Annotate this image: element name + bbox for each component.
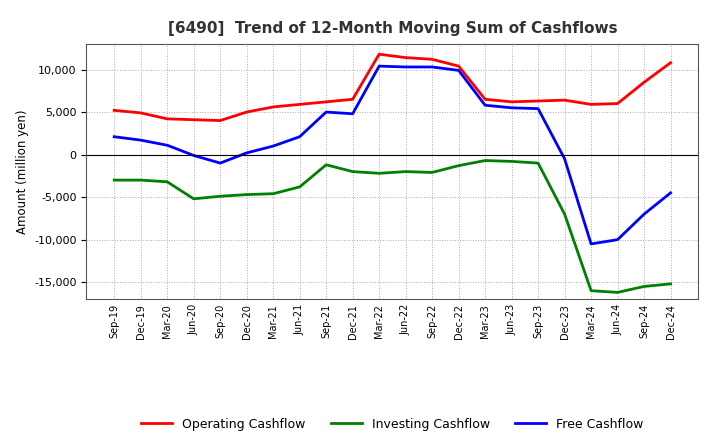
Operating Cashflow — [454, 63, 463, 69]
Investing Cashflow — [508, 159, 516, 164]
Investing Cashflow — [269, 191, 277, 196]
Operating Cashflow — [401, 55, 410, 60]
Operating Cashflow — [666, 60, 675, 66]
Operating Cashflow — [322, 99, 330, 104]
Operating Cashflow — [163, 116, 171, 121]
Free Cashflow — [401, 64, 410, 70]
Line: Free Cashflow: Free Cashflow — [114, 66, 670, 244]
Legend: Operating Cashflow, Investing Cashflow, Free Cashflow: Operating Cashflow, Investing Cashflow, … — [136, 413, 649, 436]
Operating Cashflow — [243, 110, 251, 115]
Operating Cashflow — [348, 97, 357, 102]
Operating Cashflow — [136, 110, 145, 116]
Investing Cashflow — [348, 169, 357, 174]
Operating Cashflow — [216, 118, 225, 123]
Free Cashflow — [481, 103, 490, 108]
Free Cashflow — [322, 110, 330, 115]
Operating Cashflow — [375, 51, 384, 57]
Free Cashflow — [666, 190, 675, 195]
Free Cashflow — [216, 161, 225, 166]
Investing Cashflow — [136, 177, 145, 183]
Line: Investing Cashflow: Investing Cashflow — [114, 161, 670, 293]
Free Cashflow — [136, 137, 145, 143]
Investing Cashflow — [587, 288, 595, 293]
Operating Cashflow — [295, 102, 304, 107]
Operating Cashflow — [481, 97, 490, 102]
Investing Cashflow — [428, 170, 436, 175]
Operating Cashflow — [269, 104, 277, 110]
Operating Cashflow — [613, 101, 622, 106]
Free Cashflow — [560, 156, 569, 161]
Free Cashflow — [163, 143, 171, 148]
Free Cashflow — [508, 105, 516, 110]
Operating Cashflow — [428, 57, 436, 62]
Investing Cashflow — [163, 179, 171, 184]
Operating Cashflow — [560, 98, 569, 103]
Free Cashflow — [454, 68, 463, 73]
Free Cashflow — [375, 63, 384, 69]
Operating Cashflow — [189, 117, 198, 122]
Operating Cashflow — [587, 102, 595, 107]
Investing Cashflow — [375, 171, 384, 176]
Investing Cashflow — [243, 192, 251, 197]
Free Cashflow — [269, 143, 277, 149]
Line: Operating Cashflow: Operating Cashflow — [114, 54, 670, 121]
Investing Cashflow — [666, 281, 675, 286]
Operating Cashflow — [640, 80, 649, 85]
Investing Cashflow — [401, 169, 410, 174]
Investing Cashflow — [454, 163, 463, 168]
Free Cashflow — [110, 134, 119, 139]
Operating Cashflow — [534, 99, 542, 104]
Free Cashflow — [243, 150, 251, 155]
Free Cashflow — [189, 153, 198, 158]
Title: [6490]  Trend of 12-Month Moving Sum of Cashflows: [6490] Trend of 12-Month Moving Sum of C… — [168, 21, 617, 36]
Operating Cashflow — [110, 108, 119, 113]
Y-axis label: Amount (million yen): Amount (million yen) — [16, 110, 29, 234]
Investing Cashflow — [110, 177, 119, 183]
Free Cashflow — [534, 106, 542, 111]
Investing Cashflow — [216, 194, 225, 199]
Investing Cashflow — [560, 212, 569, 217]
Free Cashflow — [587, 241, 595, 246]
Operating Cashflow — [508, 99, 516, 104]
Free Cashflow — [640, 212, 649, 217]
Investing Cashflow — [481, 158, 490, 163]
Investing Cashflow — [295, 184, 304, 190]
Investing Cashflow — [534, 161, 542, 166]
Investing Cashflow — [189, 196, 198, 202]
Investing Cashflow — [640, 284, 649, 289]
Free Cashflow — [613, 237, 622, 242]
Free Cashflow — [348, 111, 357, 117]
Free Cashflow — [428, 64, 436, 70]
Investing Cashflow — [322, 162, 330, 168]
Investing Cashflow — [613, 290, 622, 295]
Free Cashflow — [295, 134, 304, 139]
